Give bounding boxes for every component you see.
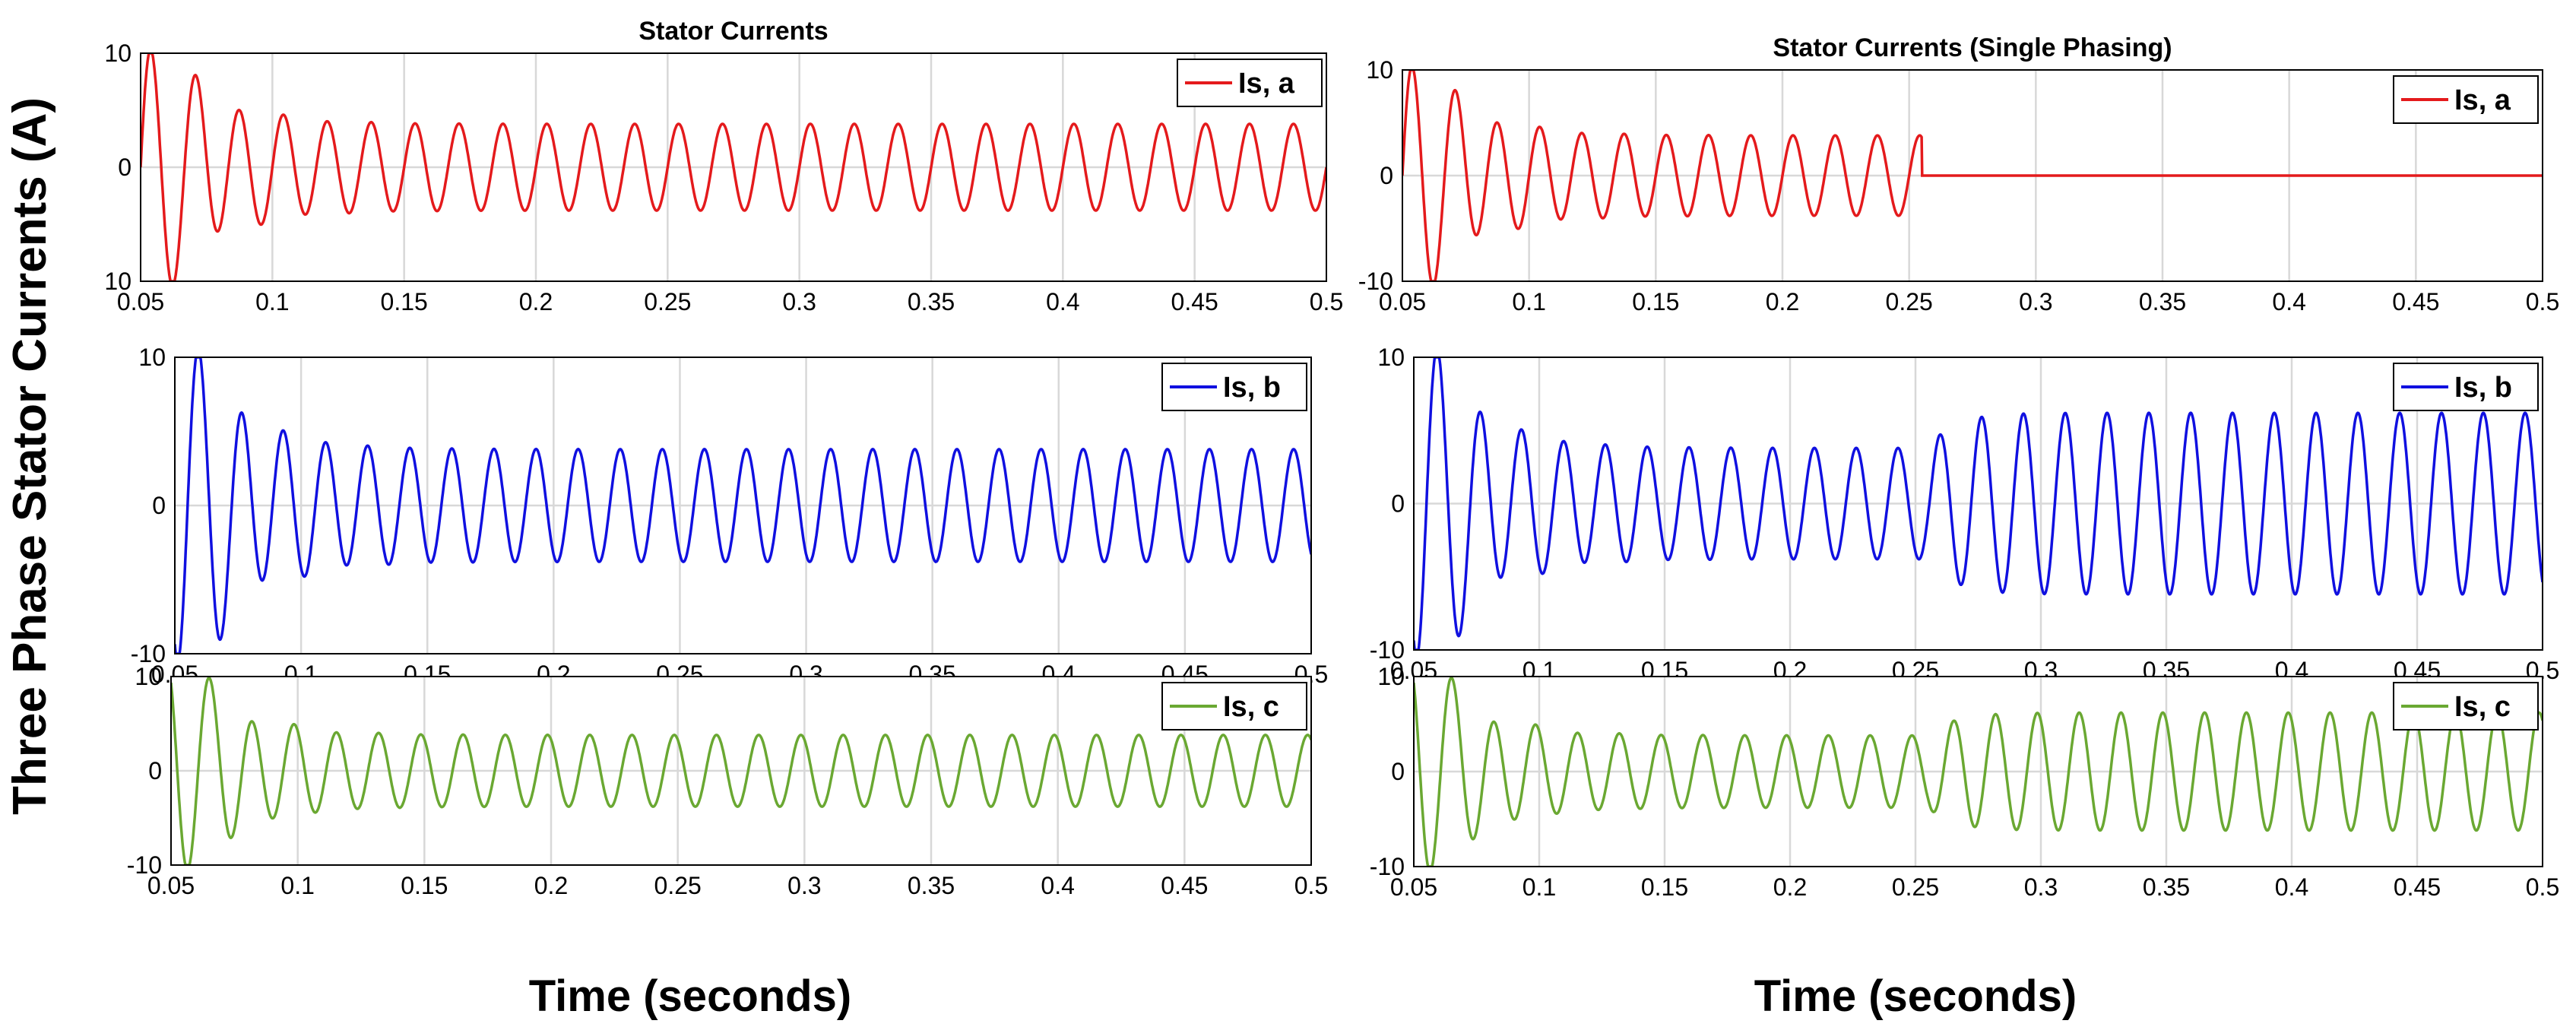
x-tick-label: 0.05: [1390, 873, 1437, 901]
x-axis-label-left: Time (seconds): [529, 971, 851, 1021]
subplot-6: 0.05 0.1 0.15 0.2 0.25 0.3 0.35 0.4 0.45 0.5 10 0 -1…: [1370, 663, 2559, 901]
y-tick-label: 10: [1366, 56, 1393, 84]
y-tick-label: 10: [1377, 663, 1405, 690]
x-tick-label: 0.3: [787, 872, 821, 899]
legend: Is, b: [2393, 363, 2539, 411]
x-tick-label: 0.3: [2024, 873, 2058, 901]
x-tick-label: 0.35: [908, 288, 955, 315]
x-tick-label: 0.1: [255, 288, 289, 315]
series-line: [175, 357, 1311, 654]
legend-label: Is, c: [2454, 691, 2511, 723]
x-tick-label: 0.4: [1041, 872, 1074, 899]
y-tick-label: -10: [127, 851, 162, 879]
x-tick-label: 0.3: [2019, 288, 2052, 315]
y-tick-label: 10: [135, 663, 162, 690]
subplot-2: 0.05 0.1 0.15 0.2 0.25 0.3 0.35 0.4 0.45 0.5 10 0 -1…: [1358, 33, 2559, 315]
x-tick-label: 0.05: [147, 872, 195, 899]
y-tick-label: 0: [1380, 162, 1393, 189]
x-tick-label: 0.4: [2272, 288, 2305, 315]
x-tick-label: 0.35: [908, 872, 955, 899]
x-tick-label: 0.4: [2275, 873, 2308, 901]
y-tick-label: 0: [118, 154, 131, 181]
x-tick-label: 0.5: [1294, 872, 1328, 899]
x-tick-label: 0.2: [519, 288, 553, 315]
subplot-title: Stator Currents (Single Phasing): [1773, 33, 2172, 62]
x-tick-label: 0.35: [2143, 873, 2190, 901]
x-tick-label: 0.5: [2526, 288, 2559, 315]
y-tick-label: 0: [1391, 490, 1405, 518]
y-tick-label: -10: [131, 640, 166, 667]
x-tick-label: 0.25: [1886, 288, 1933, 315]
legend-label: Is, a: [2454, 84, 2511, 116]
y-tick-label: -10: [1370, 636, 1405, 664]
y-tick-label: 0: [152, 492, 166, 519]
x-tick-label: 0.1: [280, 872, 314, 899]
y-tick-label: 10: [138, 344, 166, 371]
legend: Is, a: [2393, 75, 2539, 124]
series-line: [1402, 70, 2543, 281]
x-tick-label: 0.2: [534, 872, 568, 899]
legend-label: Is, b: [2454, 372, 2512, 404]
legend-label: Is, c: [1223, 691, 1279, 723]
series-line: [1414, 357, 2543, 650]
figure-ylabel: Three Phase Stator Currents (A): [4, 97, 56, 815]
legend-label: Is, a: [1238, 68, 1295, 100]
legend: Is, c: [2393, 682, 2539, 731]
x-tick-label: 0.25: [1892, 873, 1939, 901]
x-tick-label: 0.2: [1766, 288, 1799, 315]
x-tick-label: 0.45: [1171, 288, 1218, 315]
subplot-grid: 0.05 0.1 0.15 0.2 0.25 0.3 0.35 0.4 0.45 0.5 10 0 10…: [104, 17, 2559, 901]
y-tick-label: 0: [148, 757, 162, 784]
x-tick-label: 0.2: [1773, 873, 1807, 901]
y-tick-label: 0: [1391, 758, 1405, 785]
x-tick-label: 0.1: [1512, 288, 1545, 315]
y-tick-label: 10: [104, 268, 131, 295]
legend-box: [2393, 363, 2539, 411]
x-tick-label: 0.25: [654, 872, 702, 899]
x-tick-label: 0.15: [401, 872, 448, 899]
x-tick-label: 0.05: [1379, 288, 1426, 315]
x-tick-label: 0.45: [2394, 873, 2441, 901]
series-line: [171, 677, 1311, 865]
x-tick-label: 0.15: [1641, 873, 1688, 901]
series-line: [1414, 677, 2543, 867]
axes-box: [140, 52, 1327, 282]
legend: Is, c: [1161, 682, 1307, 731]
x-tick-label: 0.35: [2139, 288, 2186, 315]
y-tick-label: 10: [1377, 344, 1405, 371]
y-tick-label: 10: [104, 40, 131, 67]
subplot-3: 0.05 0.1 0.15 0.2 0.25 0.3 0.35 0.4 0.45 0.5100-1…: [131, 344, 1328, 688]
y-tick-label: -10: [1370, 853, 1405, 880]
x-tick-label: 0.1: [1522, 873, 1556, 901]
subplot-4: 0.05 0.1 0.15 0.2 0.25 0.3 0.35 0.4 0.45 0.5100-1…: [1370, 344, 2559, 684]
y-tick-label: -10: [1358, 268, 1393, 295]
subplot-title: Stator Currents: [638, 17, 828, 46]
subplot-1: 0.05 0.1 0.15 0.2 0.25 0.3 0.35 0.4 0.45 0.5 10 0 10…: [104, 17, 1343, 315]
x-tick-label: 0.15: [1632, 288, 1679, 315]
legend: Is, b: [1161, 363, 1307, 411]
axes-box: [174, 357, 1312, 654]
axes-box: [170, 676, 1312, 866]
axes-box: [1413, 357, 2543, 651]
x-tick-label: 0.4: [1046, 288, 1079, 315]
series-line: [141, 53, 1326, 281]
x-tick-label: 0.45: [1161, 872, 1208, 899]
legend: Is, a: [1177, 59, 1323, 107]
x-tick-label: 0.5: [1310, 288, 1343, 315]
x-tick-label: 0.3: [782, 288, 816, 315]
x-tick-label: 0.15: [381, 288, 428, 315]
x-tick-label: 0.5: [2526, 873, 2559, 901]
axes-box: [1402, 69, 2543, 282]
x-tick-label: 0.25: [644, 288, 691, 315]
x-tick-label: 0.45: [2392, 288, 2439, 315]
legend-label: Is, b: [1223, 372, 1281, 404]
x-tick-label: 0.05: [117, 288, 164, 315]
x-axis-label-right: Time (seconds): [1754, 971, 2077, 1021]
axes-box: [1413, 676, 2543, 867]
subplot-5: 0.05 0.1 0.15 0.2 0.25 0.3 0.35 0.4 0.45 0.5 10 0 -1…: [127, 663, 1328, 899]
